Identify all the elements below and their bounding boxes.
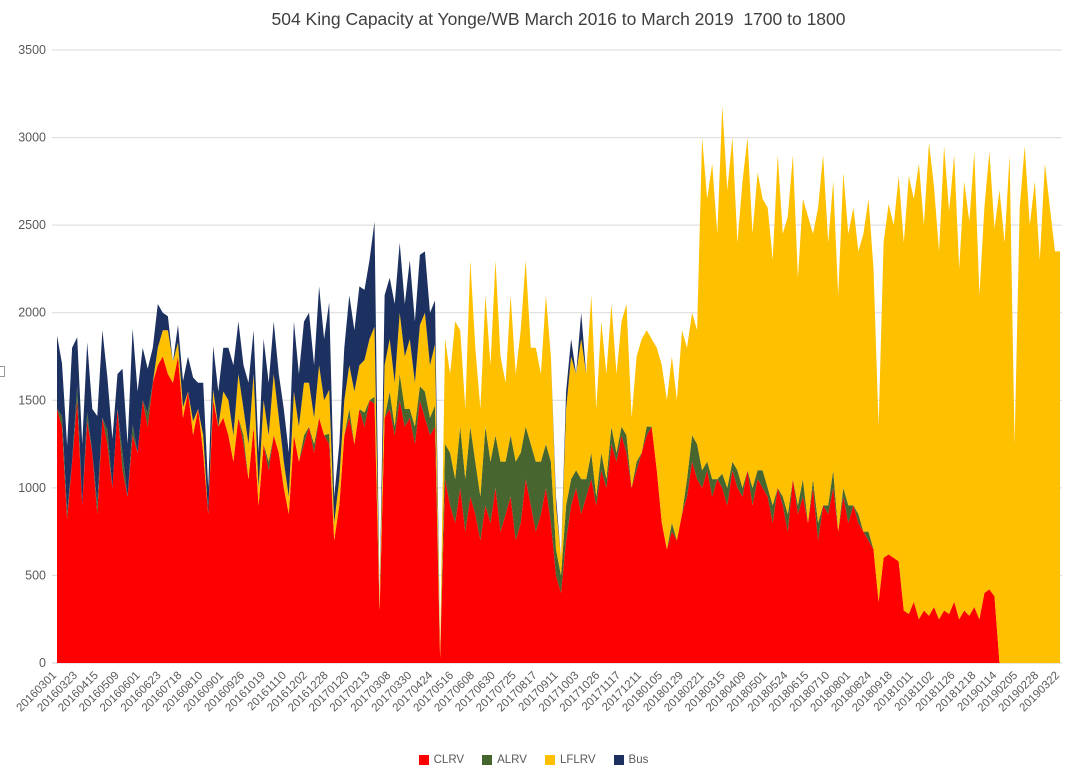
legend-item-lflrv: LFLRV [544, 754, 596, 766]
area-series-clrv [57, 356, 1060, 663]
y-tick-label-500: 500 [25, 568, 46, 582]
chart-legend: CLRV ALRV LFLRV Bus [0, 754, 1067, 766]
legend-swatch-lflrv [544, 755, 555, 765]
y-tick-label-1500: 1500 [18, 393, 46, 407]
chart-title: 504 King Capacity at Yonge/WB March 2016… [271, 9, 846, 29]
legend-item-clrv: CLRV [418, 754, 465, 766]
y-tick-label-3500: 3500 [18, 43, 46, 57]
legend-label-bus: Bus [628, 754, 649, 766]
clipped-y-axis-title-fragment [0, 366, 5, 377]
y-tick-label-0: 0 [39, 656, 46, 670]
legend-label-alrv: ALRV [497, 754, 527, 766]
legend-swatch-bus [613, 755, 624, 765]
y-tick-label-2500: 2500 [18, 218, 46, 232]
legend-item-alrv: ALRV [482, 754, 527, 766]
y-tick-label-3000: 3000 [18, 131, 46, 145]
legend-swatch-clrv [418, 755, 429, 765]
legend-label-clrv: CLRV [433, 754, 465, 766]
area-series-lflrv [57, 106, 1060, 663]
legend-label-lflrv: LFLRV [559, 754, 596, 766]
legend-item-bus: Bus [613, 754, 649, 766]
y-tick-label-1000: 1000 [18, 481, 46, 495]
y-tick-label-2000: 2000 [18, 306, 46, 320]
legend-swatch-alrv [482, 755, 493, 765]
